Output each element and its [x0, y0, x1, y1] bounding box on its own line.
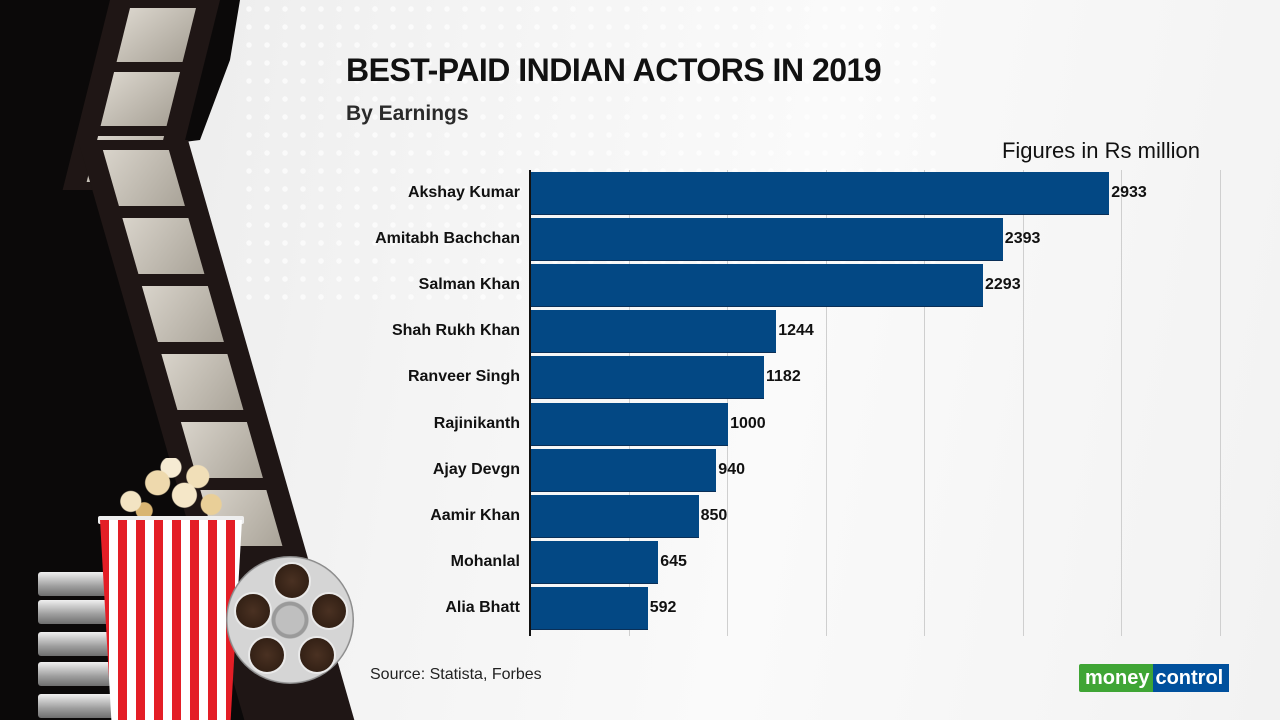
- value-label: 645: [660, 552, 687, 570]
- bar: [531, 494, 699, 537]
- gridline-3500: [1220, 170, 1221, 636]
- moneycontrol-logo: money control: [1079, 664, 1230, 692]
- bar: [531, 310, 777, 353]
- logo-money: money: [1079, 664, 1154, 692]
- bar: [531, 448, 717, 491]
- gridline-1500: [826, 170, 827, 636]
- gridline-2500: [1023, 170, 1024, 636]
- bar: [531, 402, 729, 445]
- value-label: 940: [718, 460, 745, 478]
- bar: [531, 264, 983, 307]
- bar: [531, 540, 659, 583]
- bar-row: Rajinikanth 1000: [0, 402, 1280, 445]
- bar-row: Amitabh Bachchan 2393: [0, 218, 1280, 261]
- value-label: 592: [649, 598, 677, 616]
- category-label: Akshay Kumar: [407, 184, 520, 201]
- value-label: 1182: [766, 368, 801, 386]
- value-label: 1000: [730, 414, 766, 432]
- value-label: 1244: [778, 322, 814, 340]
- source-note: Source: Statista, Forbes: [370, 666, 542, 683]
- bar: [531, 172, 1110, 214]
- category-label: Amitabh Bachchan: [375, 230, 520, 248]
- bar-row: Akshay Kumar 2933: [0, 172, 1280, 214]
- value-label: 2293: [985, 276, 1021, 294]
- category-label: Alia Bhatt: [445, 598, 520, 616]
- bar-row: Alia Bhatt 592: [0, 586, 1280, 629]
- bar-row: Mohanlal 645: [0, 540, 1280, 583]
- y-axis-line: [529, 170, 531, 636]
- category-label: Ranveer Singh: [407, 368, 520, 386]
- chart-title: BEST-PAID INDIAN ACTORS IN 2019: [346, 52, 882, 88]
- popcorn-kernels-icon: [104, 458, 238, 520]
- bar: [531, 218, 1003, 261]
- bar: [531, 356, 764, 399]
- category-label: Shah Rukh Khan: [391, 322, 520, 340]
- bar-row: Salman Khan 2293: [0, 264, 1280, 307]
- chart-subtitle: By Earnings: [346, 102, 469, 125]
- bar: [531, 586, 648, 629]
- logo-control: control: [1153, 664, 1230, 692]
- category-label: Salman Khan: [418, 276, 520, 294]
- value-label: 850: [700, 506, 728, 524]
- bar-row: Ajay Devgn 940: [0, 448, 1280, 491]
- bar-row: Aamir Khan 850: [0, 494, 1280, 537]
- bar-row: Ranveer Singh 1182: [0, 356, 1280, 399]
- gridline-3000: [1121, 170, 1122, 636]
- category-label: Mohanlal: [450, 552, 520, 570]
- gridline-2000: [924, 170, 925, 636]
- bar-row: Shah Rukh Khan 1244: [0, 310, 1280, 353]
- category-label: Rajinikanth: [433, 414, 520, 432]
- value-label: 2393: [1004, 230, 1041, 248]
- film-reel-icon: [226, 556, 354, 684]
- category-label: Aamir Khan: [430, 506, 520, 524]
- category-label: Ajay Devgn: [432, 460, 520, 478]
- popcorn-bucket-icon: [100, 520, 242, 720]
- value-label: 2933: [1111, 184, 1147, 201]
- units-label: Figures in Rs million: [1001, 138, 1200, 163]
